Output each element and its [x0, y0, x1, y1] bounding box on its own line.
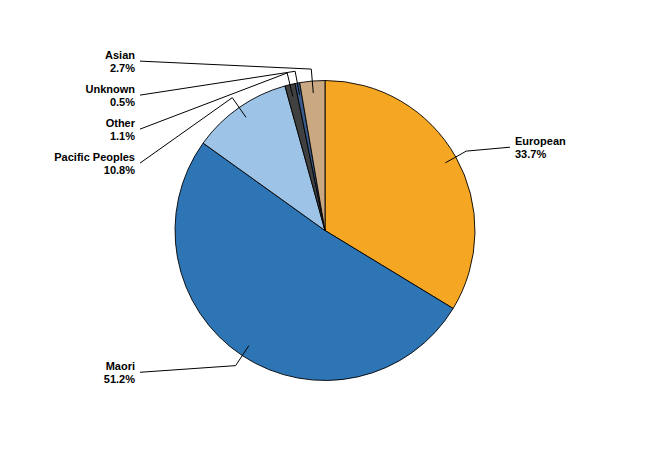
pie-slice: [300, 81, 325, 231]
data-label-value: 2.7%: [110, 62, 135, 74]
data-labels: European33.7% Maori51.2% Pacific Peoples10…: [54, 49, 566, 385]
data-label-category: Unknown: [86, 83, 136, 95]
data-label-category: Asian: [105, 49, 135, 61]
data-label-value: 0.5%: [110, 96, 135, 108]
data-label-value: 33.7%: [515, 148, 546, 160]
data-label-value: 1.1%: [110, 130, 135, 142]
leader-line: [140, 73, 293, 129]
data-label: Other1.1%: [106, 117, 136, 142]
data-label-category: Other: [106, 117, 136, 129]
data-label: European33.7%: [515, 135, 566, 160]
data-label-category: Maori: [106, 360, 135, 372]
leader-line: [140, 71, 300, 95]
pie: European33.7% Maori51.2% Pacific Peoples10…: [54, 49, 566, 385]
data-label: Unknown0.5%: [86, 83, 136, 108]
data-label: Maori51.2%: [104, 360, 135, 385]
leader-line: [140, 61, 313, 93]
data-label-category: Pacific Peoples: [54, 151, 135, 163]
data-label: Pacific Peoples10.8%: [54, 151, 135, 176]
leader-line: [140, 346, 249, 373]
chart: European33.7% Maori51.2% Pacific Peoples10…: [0, 0, 650, 451]
leader-line: [140, 98, 246, 163]
leader-line: [445, 147, 510, 163]
data-label-value: 51.2%: [104, 373, 135, 385]
data-label-value: 10.8%: [104, 164, 135, 176]
data-label: Asian2.7%: [105, 49, 135, 74]
data-label-category: European: [515, 135, 566, 147]
